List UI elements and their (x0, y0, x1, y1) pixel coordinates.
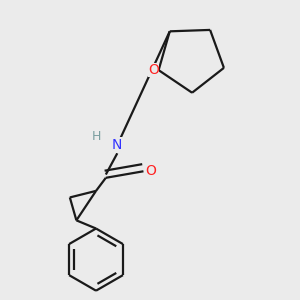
Text: O: O (145, 164, 156, 178)
Text: H: H (91, 130, 101, 143)
Text: N: N (112, 138, 122, 152)
Text: O: O (148, 63, 159, 77)
